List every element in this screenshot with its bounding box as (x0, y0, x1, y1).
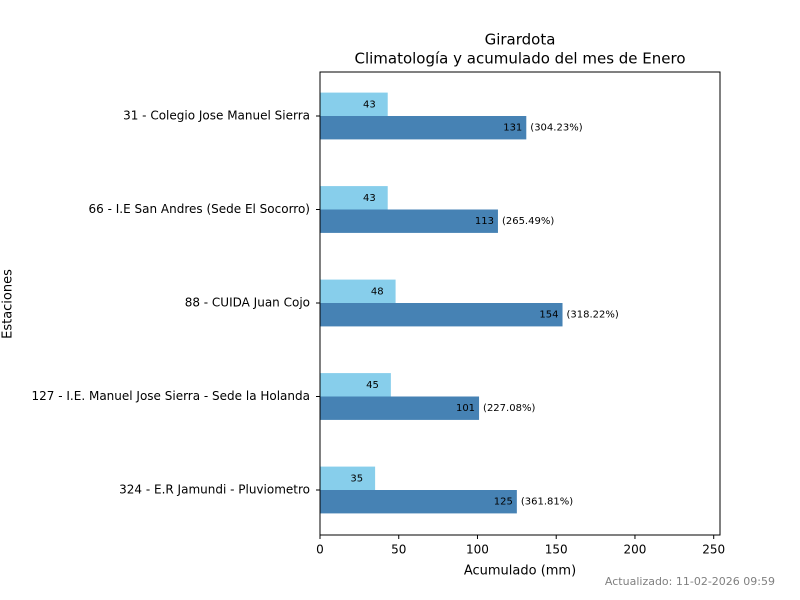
bar (320, 373, 391, 397)
percent-label: (304.23%) (530, 123, 582, 134)
chart-title: Girardota (485, 31, 556, 49)
bar (320, 209, 498, 233)
percent-label: (265.49%) (502, 216, 554, 227)
y-tick-label: 88 - CUIDA Juan Cojo (185, 296, 310, 310)
percent-label: (227.08%) (483, 403, 535, 414)
bar-value-label: 35 (350, 473, 363, 484)
y-tick-label: 66 - I.E San Andres (Sede El Socorro) (89, 202, 310, 216)
x-tick-label: 150 (545, 543, 568, 557)
bar-value-label: 43 (363, 99, 376, 110)
y-tick-label: 31 - Colegio Jose Manuel Sierra (123, 109, 310, 123)
bar-value-label: 154 (539, 310, 558, 321)
bar (320, 490, 517, 514)
bar (320, 279, 396, 303)
bar (320, 186, 388, 210)
chart-subtitle: Climatología y acumulado del mes de Ener… (354, 50, 685, 68)
bar (320, 303, 563, 327)
x-tick-label: 250 (702, 543, 725, 557)
bar (320, 92, 388, 116)
y-tick-label: 324 - E.R Jamundi - Pluviometro (119, 483, 310, 497)
bar-value-label: 101 (456, 403, 475, 414)
x-tick-label: 0 (316, 543, 324, 557)
bar (320, 466, 376, 490)
bar (320, 396, 480, 420)
plot-frame (319, 71, 721, 536)
percent-label: (318.22%) (567, 310, 619, 321)
bar-value-label: 113 (475, 216, 494, 227)
percent-label: (361.81%) (521, 497, 573, 508)
footer: Actualizado: 11-02-2026 09:59 (605, 575, 775, 588)
bar (320, 116, 527, 140)
bar-value-label: 48 (371, 286, 384, 297)
bar-value-label: 125 (494, 497, 513, 508)
bar-value-label: 131 (503, 123, 522, 134)
x-tick-label: 50 (391, 543, 406, 557)
bar-value-label: 43 (363, 193, 376, 204)
x-tick-label: 200 (624, 543, 647, 557)
x-tick-label: 100 (466, 543, 489, 557)
y-tick-label: 127 - I.E. Manuel Jose Sierra - Sede la … (32, 389, 310, 403)
x-axis-label: Acumulado (mm) (464, 564, 576, 579)
y-axis-label: Estaciones (1, 269, 16, 339)
bar-value-label: 45 (366, 380, 379, 391)
